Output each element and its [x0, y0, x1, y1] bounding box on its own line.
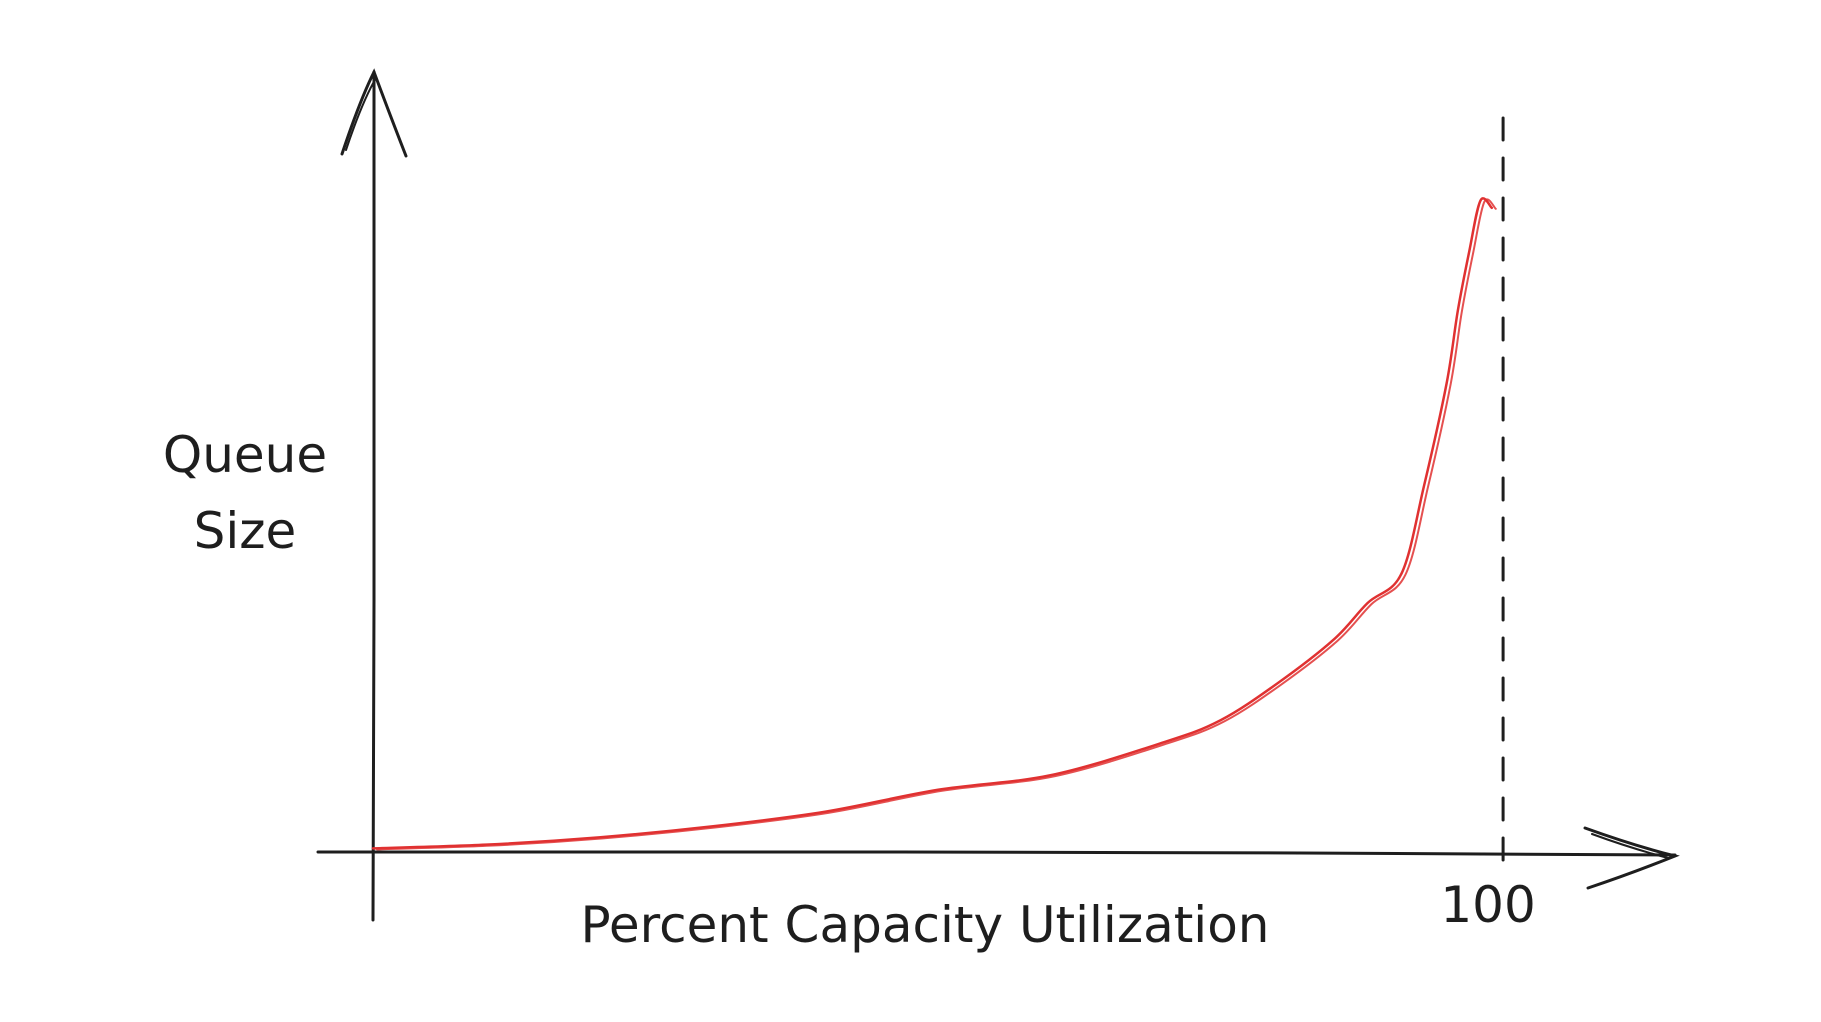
x-tick-label-100: 100 [1440, 876, 1535, 934]
x-axis [316, 826, 1680, 890]
x-axis-line [316, 850, 1677, 857]
x-axis-label: Percent Capacity Utilization [581, 896, 1270, 954]
y-axis-line [371, 70, 376, 922]
series-points [371, 199, 1494, 851]
series-line-sketch [376, 198, 1497, 851]
x-axis-arrowhead-stroke [1591, 833, 1669, 859]
y-axis [340, 68, 408, 922]
y-axis-arrowhead [340, 68, 408, 158]
y-axis-label-line-2: Size [194, 502, 297, 560]
y-axis-label-line-1: Queue [163, 426, 327, 484]
y-axis-arrowhead-stroke [345, 77, 377, 151]
x-axis-arrowhead [1583, 826, 1680, 890]
series-line [371, 197, 1494, 850]
